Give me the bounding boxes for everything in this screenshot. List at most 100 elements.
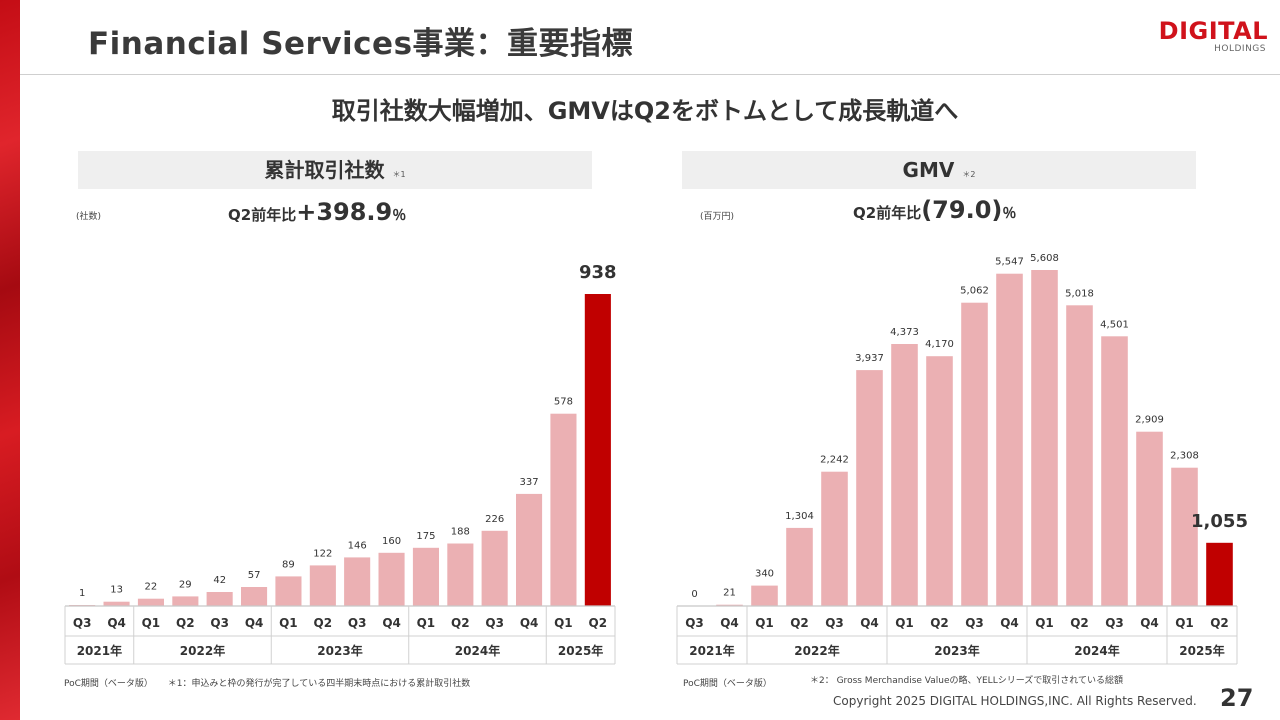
right-quarter-label-2: Q4 (720, 616, 739, 630)
left-yoy: Q2前年比+398.9％ (228, 198, 406, 226)
right-bar-label-15: 2,308 (1170, 451, 1199, 462)
right-panel-title: GMV (902, 158, 955, 182)
decorative-red-band (0, 0, 20, 720)
left-yoy-label: Q2前年比 (228, 206, 297, 224)
right-bar-16 (1206, 542, 1233, 606)
right-quarter-label-11: Q1 (1035, 616, 1054, 630)
left-year-label-3: 2023年 (317, 643, 362, 658)
right-bar-15 (1171, 467, 1198, 606)
right-bar-2 (716, 604, 743, 606)
left-quarter-label-10: Q4 (382, 616, 401, 630)
left-quarter-label-7: Q1 (279, 616, 298, 630)
slide-title: Financial Services事業：重要指標 (88, 26, 634, 62)
right-quarter-label-10: Q4 (1000, 616, 1019, 630)
left-bar-7 (275, 576, 302, 606)
left-bar-label-13: 226 (485, 514, 504, 525)
right-bar-label-9: 5,062 (960, 286, 989, 297)
right-bar-label-16: 1,055 (1191, 511, 1248, 532)
left-panel-title-bar: 累計取引社数 ＊1 (78, 151, 592, 189)
left-bar-6 (241, 587, 268, 606)
right-quarter-label-7: Q1 (895, 616, 914, 630)
right-bar-13 (1101, 336, 1128, 606)
left-footnote-poc: PoC期間（ベータ版） (64, 679, 153, 689)
left-yoy-value: +398.9 (296, 198, 393, 226)
right-bar-3 (751, 585, 778, 606)
left-panel-title: 累計取引社数 (264, 158, 385, 182)
left-bar-label-15: 578 (554, 397, 573, 408)
left-bar-4 (172, 596, 199, 606)
right-bar-label-4: 1,304 (785, 511, 814, 522)
left-bar-label-2: 13 (110, 585, 123, 596)
left-panel-title-note: ＊1 (392, 170, 406, 179)
left-yoy-suffix: ％ (392, 208, 407, 224)
company-logo: DIGITAL HOLDINGS (1146, 16, 1268, 56)
right-yoy: Q2前年比(79.0)％ (853, 196, 1016, 224)
left-quarter-label-16: Q2 (589, 616, 608, 630)
right-bar-9 (961, 302, 988, 606)
left-bar-label-12: 188 (451, 527, 470, 538)
right-bar-label-2: 21 (723, 588, 736, 599)
left-bar-2 (103, 601, 130, 606)
left-quarter-label-11: Q1 (417, 616, 436, 630)
copyright: Copyright 2025 DIGITAL HOLDINGS,INC. All… (833, 694, 1197, 708)
right-bar-label-5: 2,242 (820, 455, 849, 466)
left-bar-14 (516, 493, 543, 606)
left-bar-12 (447, 543, 474, 606)
right-footnote-poc: PoC期間（ベータ版） (683, 679, 772, 689)
left-bar-label-8: 122 (313, 548, 332, 559)
right-quarter-label-8: Q2 (930, 616, 949, 630)
right-bar-label-6: 3,937 (855, 353, 884, 364)
left-bar-15 (550, 413, 577, 606)
right-bar-10 (996, 273, 1023, 606)
right-bar-label-3: 340 (755, 569, 774, 580)
left-year-label-4: 2024年 (455, 643, 500, 658)
right-bar-label-1: 0 (691, 589, 697, 600)
left-bar-label-14: 337 (520, 477, 539, 488)
right-yoy-suffix: ％ (1002, 206, 1017, 222)
page-number: 27 (1220, 684, 1254, 712)
left-quarter-label-13: Q3 (485, 616, 504, 630)
right-year-label-4: 2024年 (1074, 643, 1119, 658)
right-panel-title-note: ＊2 (962, 170, 976, 179)
right-yoy-label: Q2前年比 (853, 204, 922, 222)
left-bar-16 (584, 294, 611, 606)
right-bar-label-8: 4,170 (925, 339, 954, 350)
right-quarter-label-15: Q1 (1175, 616, 1194, 630)
slide-headline: 取引社数大幅増加、GMVはQ2をボトムとして成長軌道へ (331, 97, 959, 125)
left-bar-label-5: 42 (213, 575, 226, 586)
right-bar-11 (1031, 270, 1058, 606)
left-bar-label-3: 22 (145, 582, 158, 593)
left-quarter-label-14: Q4 (520, 616, 539, 630)
left-quarter-label-15: Q1 (554, 616, 573, 630)
right-bar-label-12: 5,018 (1065, 288, 1094, 299)
left-bar-label-4: 29 (179, 579, 192, 590)
right-bar-7 (891, 344, 918, 606)
right-yoy-value: (79.0) (921, 196, 1003, 224)
left-bar-10 (378, 552, 405, 606)
left-bar-9 (344, 557, 371, 606)
left-bar-3 (137, 598, 164, 606)
left-bar-8 (309, 565, 336, 606)
header-divider (20, 74, 1280, 75)
right-bar-label-14: 2,909 (1135, 415, 1164, 426)
right-quarter-label-12: Q2 (1070, 616, 1089, 630)
left-bar-label-9: 146 (348, 540, 367, 551)
left-footnote: PoC期間（ベータ版） ＊1：申込みと枠の発行が完了している四半期末時点における… (64, 676, 470, 689)
right-bar-label-10: 5,547 (995, 257, 1024, 268)
left-bar-11 (412, 547, 439, 606)
left-year-label-1: 2021年 (77, 643, 122, 658)
logo-subtext: HOLDINGS (1214, 44, 1266, 54)
right-year-label-2: 2022年 (794, 643, 839, 658)
left-quarter-label-9: Q3 (348, 616, 367, 630)
right-quarter-label-3: Q1 (755, 616, 774, 630)
left-footnote-text: ＊1：申込みと枠の発行が完了している四半期末時点における累計取引社数 (167, 679, 471, 689)
right-quarter-label-6: Q4 (860, 616, 879, 630)
left-bar-label-6: 57 (248, 570, 261, 581)
right-panel-title-bar: GMV ＊2 (682, 151, 1196, 189)
right-quarter-label-5: Q3 (825, 616, 844, 630)
right-bar-label-7: 4,373 (890, 327, 919, 338)
left-bar-5 (206, 592, 233, 606)
left-bar-label-10: 160 (382, 536, 401, 547)
right-quarter-label-16: Q2 (1210, 616, 1229, 630)
